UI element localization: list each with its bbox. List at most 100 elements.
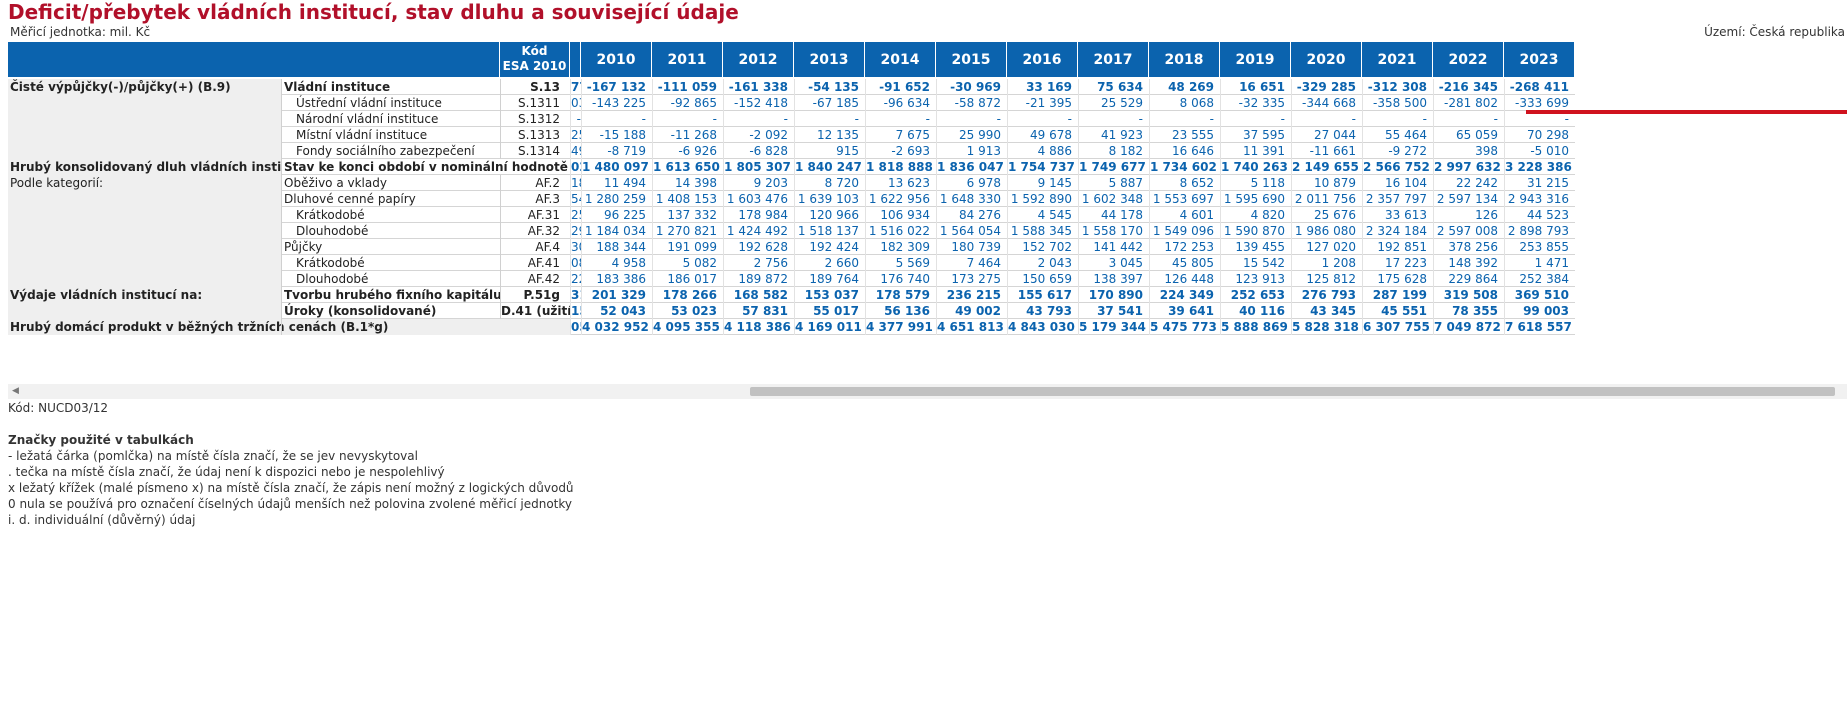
header-year[interactable]: 2020 (1291, 42, 1362, 77)
row-sublabel: Tvorbu hrubého fixního kapitálu (281, 287, 500, 303)
cell-value: 25 676 (1291, 207, 1362, 223)
data-table: Kód ESA 2010 2010 2011 2012 2013 2014 2015 2016 2… (8, 42, 1847, 382)
cell-value: - (1433, 111, 1504, 127)
cell-value: 150 659 (1007, 271, 1078, 287)
cell-value: 25 529 (1078, 95, 1149, 111)
cell-value: -11 268 (652, 127, 723, 143)
cell-value: 5 179 344 (1078, 319, 1149, 335)
cell-value: 8 652 (1149, 175, 1220, 191)
page-title: Deficit/přebytek vládních institucí, sta… (8, 0, 739, 24)
cell-value: 2 043 (1007, 255, 1078, 271)
row-label (8, 95, 281, 111)
cell-value: 6 978 (936, 175, 1007, 191)
cell-value: 9 145 (1007, 175, 1078, 191)
cell-value: 15 542 (1220, 255, 1291, 271)
cell-value: 1 588 345 (1007, 223, 1078, 239)
header-year[interactable]: 2019 (1220, 42, 1291, 77)
header-year[interactable]: 2023 (1504, 42, 1575, 77)
header-year[interactable]: 2017 (1078, 42, 1149, 77)
cell-value: 180 739 (936, 239, 1007, 255)
cell-value: 126 448 (1149, 271, 1220, 287)
row-label (8, 127, 281, 143)
row-label (8, 303, 281, 319)
row-label: Čisté výpůjčky(-)/půjčky(+) (B.9) (8, 79, 281, 95)
cell-value: 168 582 (723, 287, 794, 303)
header-year[interactable]: 2010 (581, 42, 652, 77)
horizontal-scrollbar[interactable]: ◀ (8, 384, 1847, 399)
header-year[interactable]: 2014 (865, 42, 936, 77)
cell-value: 152 702 (1007, 239, 1078, 255)
cell-value: 4 820 (1220, 207, 1291, 223)
row-sublabel: Místní vládní instituce (281, 127, 500, 143)
cell-value: -344 668 (1291, 95, 1362, 111)
cell-value: 2 997 632 (1433, 159, 1504, 175)
header-code-cell: Kód ESA 2010 (500, 42, 570, 77)
cell-value: 1 590 870 (1220, 223, 1291, 239)
cell-value: 1 592 890 (1007, 191, 1078, 207)
legend-item: 0 nula se používá pro označení číselných… (8, 497, 572, 511)
cell-value: 276 793 (1291, 287, 1362, 303)
cell-value: 48 269 (1149, 79, 1220, 95)
cell-value: 2 597 134 (1433, 191, 1504, 207)
cell-value: 2 756 (723, 255, 794, 271)
cell-value: 1 471 (1504, 255, 1575, 271)
row-label (8, 191, 281, 207)
cell-value: 6 307 755 (1362, 319, 1433, 335)
cell-value: 1 805 307 (723, 159, 794, 175)
cell-value: 5 888 869 (1220, 319, 1291, 335)
cell-value: 16 651 (1220, 79, 1291, 95)
cell-value: 398 (1433, 143, 1504, 159)
cell-value: 186 017 (652, 271, 723, 287)
cell-value: 1 986 080 (1291, 223, 1362, 239)
cell-value: 40 116 (1220, 303, 1291, 319)
header-year[interactable]: 2021 (1362, 42, 1433, 77)
header-year[interactable]: 2015 (936, 42, 1007, 77)
header-year[interactable]: 2013 (794, 42, 865, 77)
cell-value: -96 634 (865, 95, 936, 111)
cell-value: 176 740 (865, 271, 936, 287)
cell-value: 37 595 (1220, 127, 1291, 143)
row-partial-value: 25 (570, 207, 581, 223)
cell-value: 41 923 (1078, 127, 1149, 143)
row-partial-value: 05 (570, 319, 581, 335)
cell-value: 201 329 (581, 287, 652, 303)
cell-value: 7 049 872 (1433, 319, 1504, 335)
cell-value: -281 802 (1433, 95, 1504, 111)
cell-value: 2 898 793 (1504, 223, 1575, 239)
header-year[interactable]: 2018 (1149, 42, 1220, 77)
cell-value: 229 864 (1433, 271, 1504, 287)
cell-value: 153 037 (794, 287, 865, 303)
header-year[interactable]: 2016 (1007, 42, 1078, 77)
cell-value: 4 843 030 (1007, 319, 1078, 335)
scroll-left-arrow-icon[interactable]: ◀ (12, 386, 19, 396)
cell-value: 175 628 (1362, 271, 1433, 287)
row-code: D.41 (užití) (500, 303, 570, 319)
cell-value: 106 934 (865, 207, 936, 223)
row-partial-value: 02 (570, 159, 581, 175)
cell-value: - (794, 111, 865, 127)
cell-value: 172 253 (1149, 239, 1220, 255)
cell-value: -312 308 (1362, 79, 1433, 95)
cell-value: 49 678 (1007, 127, 1078, 143)
row-code: S.1312 (500, 111, 570, 127)
cell-value: 7 675 (865, 127, 936, 143)
row-sublabel: Ústřední vládní instituce (281, 95, 500, 111)
cell-value: 16 646 (1149, 143, 1220, 159)
scrollbar-thumb[interactable] (750, 387, 1835, 396)
row-sublabel: Dlouhodobé (281, 223, 500, 239)
cell-value: - (936, 111, 1007, 127)
header-year[interactable]: 2011 (652, 42, 723, 77)
cell-value: 1 553 697 (1149, 191, 1220, 207)
cell-value: 5 118 (1220, 175, 1291, 191)
cell-value: 1 549 096 (1149, 223, 1220, 239)
cell-value: 84 276 (936, 207, 1007, 223)
cell-value: 1 602 348 (1078, 191, 1149, 207)
cell-value: 189 764 (794, 271, 865, 287)
cell-value: - (1504, 111, 1575, 127)
cell-value: 44 523 (1504, 207, 1575, 223)
cell-value: 99 003 (1504, 303, 1575, 319)
header-year[interactable]: 2012 (723, 42, 794, 77)
header-year[interactable]: 2022 (1433, 42, 1504, 77)
row-label (8, 207, 281, 223)
